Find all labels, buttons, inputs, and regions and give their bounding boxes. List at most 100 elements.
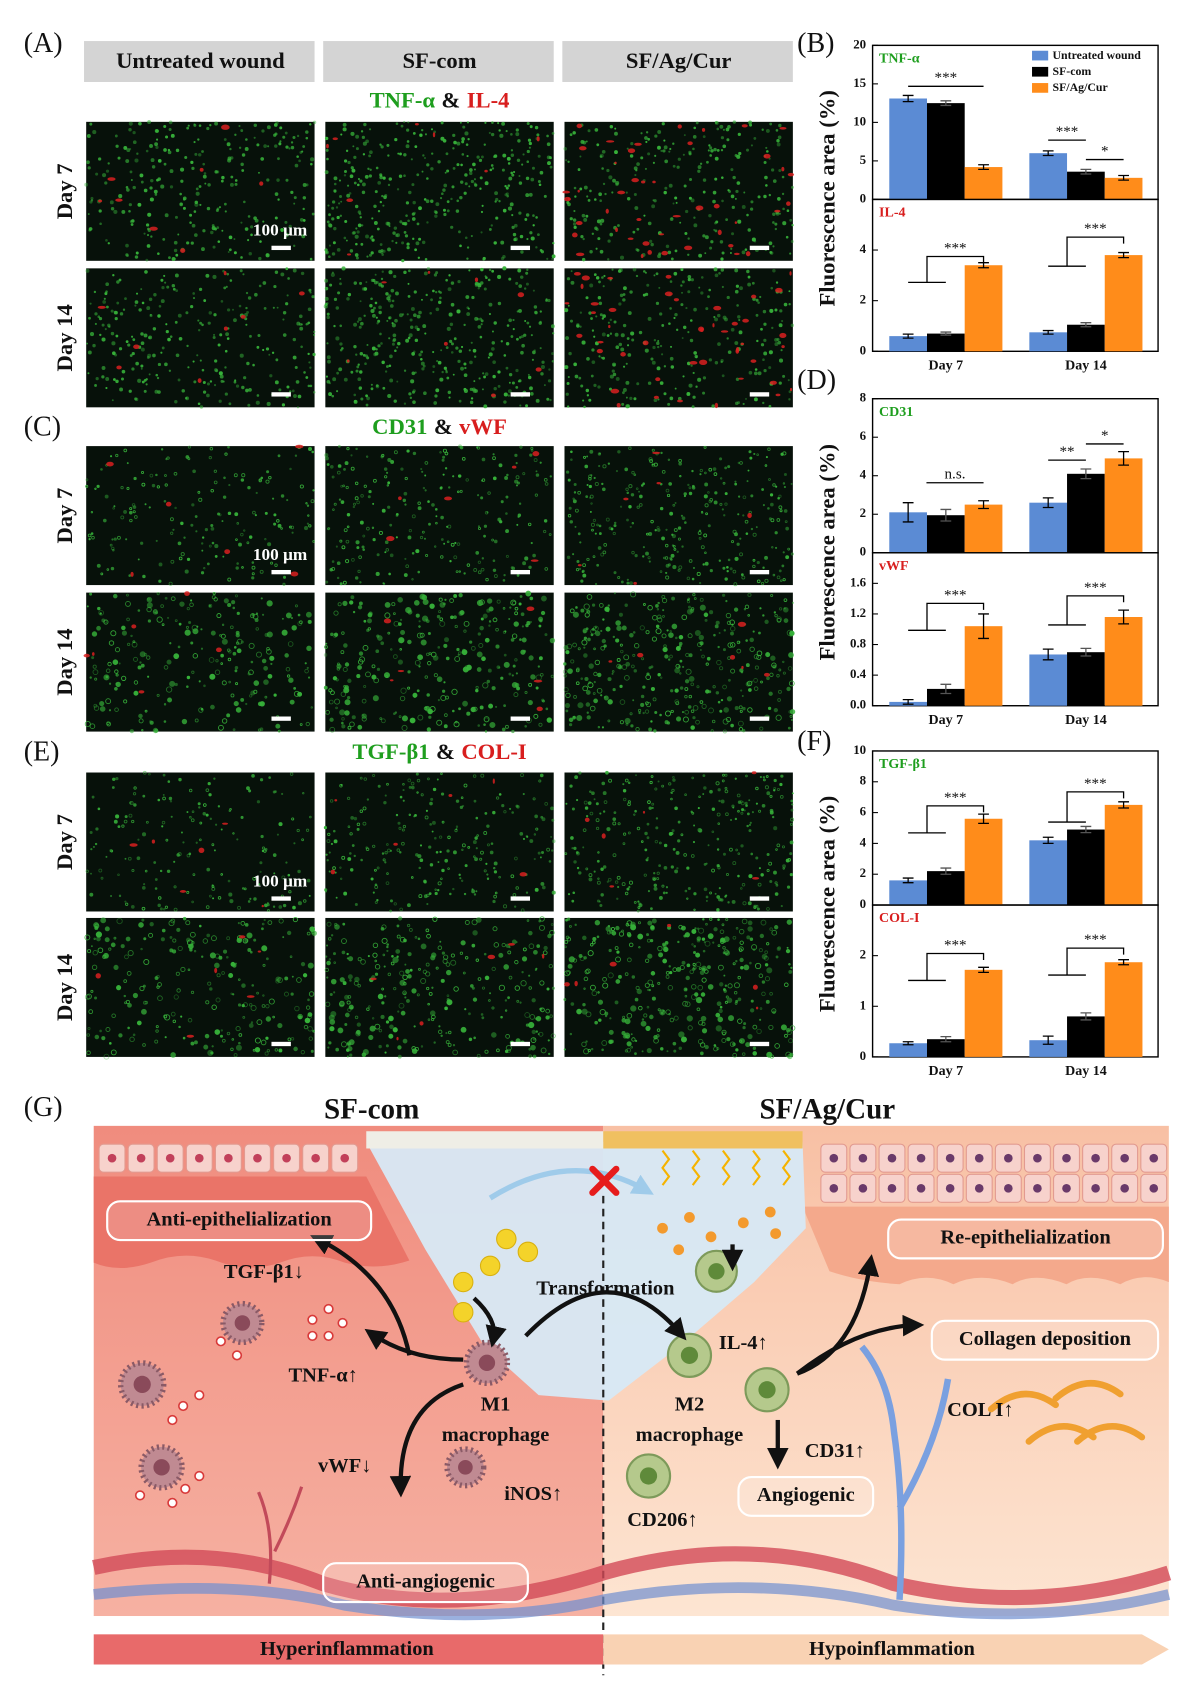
- green-signal: [486, 608, 491, 613]
- green-signal: [493, 321, 497, 325]
- green-signal: [370, 387, 374, 391]
- green-signal: [523, 333, 527, 337]
- green-signal: [601, 317, 605, 320]
- green-signal: [381, 852, 385, 855]
- green-signal: [625, 487, 629, 492]
- green-signal: [432, 365, 436, 368]
- green-signal: [719, 457, 723, 461]
- green-signal: [675, 716, 682, 722]
- green-signal: [577, 532, 581, 536]
- green-signal: [482, 372, 485, 375]
- green-signal: [572, 222, 577, 226]
- green-signal: [748, 799, 751, 802]
- green-signal: [544, 633, 548, 637]
- green-signal: [179, 192, 182, 196]
- green-signal: [186, 811, 189, 814]
- green-signal: [446, 849, 450, 853]
- green-signal: [248, 388, 252, 392]
- green-signal: [329, 726, 336, 733]
- green-signal: [428, 715, 432, 719]
- green-signal: [625, 362, 628, 365]
- green-signal: [344, 1022, 348, 1026]
- green-signal: [529, 620, 533, 624]
- green-signal: [375, 384, 379, 388]
- green-signal: [307, 1026, 313, 1032]
- green-signal: [326, 355, 331, 360]
- green-signal: [585, 627, 589, 631]
- green-signal: [123, 448, 128, 453]
- green-signal: [217, 240, 221, 243]
- green-signal: [309, 257, 313, 261]
- green-signal: [563, 662, 567, 666]
- green-signal: [180, 1015, 183, 1018]
- green-signal: [741, 883, 746, 887]
- green-signal: [493, 386, 497, 391]
- green-signal: [445, 962, 451, 967]
- green-signal: [338, 179, 342, 182]
- green-signal: [152, 327, 157, 331]
- green-signal: [768, 478, 771, 481]
- green-signal: [275, 723, 281, 729]
- green-signal: [482, 682, 489, 689]
- green-signal: [630, 724, 634, 728]
- green-signal: [330, 272, 335, 277]
- green-signal: [176, 988, 181, 993]
- green-signal: [209, 673, 216, 680]
- green-signal: [168, 920, 175, 927]
- panel-label: (C): [24, 411, 61, 442]
- green-signal: [710, 240, 714, 244]
- green-signal: [756, 907, 760, 911]
- green-signal: [239, 269, 243, 273]
- red-signal: [97, 305, 106, 309]
- green-signal: [622, 788, 627, 793]
- green-signal: [396, 934, 401, 939]
- green-signal: [515, 804, 519, 808]
- green-signal: [111, 341, 116, 346]
- green-signal: [379, 173, 383, 177]
- green-signal: [488, 312, 492, 316]
- green-signal: [282, 135, 286, 139]
- green-signal: [598, 355, 601, 358]
- green-signal: [185, 311, 189, 315]
- green-signal: [613, 320, 617, 324]
- green-signal: [355, 540, 360, 545]
- green-signal: [738, 641, 741, 644]
- green-signal: [342, 122, 347, 127]
- green-signal: [624, 717, 631, 724]
- green-signal: [714, 273, 719, 278]
- green-signal: [366, 343, 369, 346]
- green-signal: [530, 674, 536, 680]
- green-signal: [512, 232, 517, 237]
- green-signal: [142, 574, 146, 579]
- green-signal: [346, 1055, 349, 1058]
- green-signal: [434, 214, 438, 218]
- green-signal: [772, 245, 775, 248]
- green-signal: [450, 225, 454, 229]
- green-signal: [755, 856, 759, 860]
- red-signal: [581, 275, 590, 281]
- green-signal: [622, 365, 626, 368]
- green-signal: [332, 508, 335, 511]
- green-signal: [725, 127, 730, 132]
- green-signal: [540, 881, 545, 886]
- green-signal: [429, 823, 432, 826]
- green-signal: [543, 519, 548, 523]
- green-signal: [323, 825, 328, 830]
- green-signal: [738, 727, 744, 732]
- green-signal: [125, 601, 131, 607]
- green-signal: [626, 581, 630, 585]
- green-signal: [376, 898, 379, 902]
- green-signal: [173, 860, 176, 863]
- green-signal: [692, 134, 697, 139]
- green-signal: [518, 602, 522, 606]
- green-signal: [369, 304, 373, 308]
- green-signal: [403, 402, 407, 405]
- red-signal: [597, 340, 604, 344]
- green-signal: [359, 809, 364, 813]
- green-signal: [418, 967, 421, 971]
- green-signal: [690, 682, 695, 687]
- green-signal: [673, 528, 678, 532]
- green-signal: [100, 876, 104, 880]
- green-signal: [362, 806, 367, 811]
- green-signal: [470, 234, 473, 238]
